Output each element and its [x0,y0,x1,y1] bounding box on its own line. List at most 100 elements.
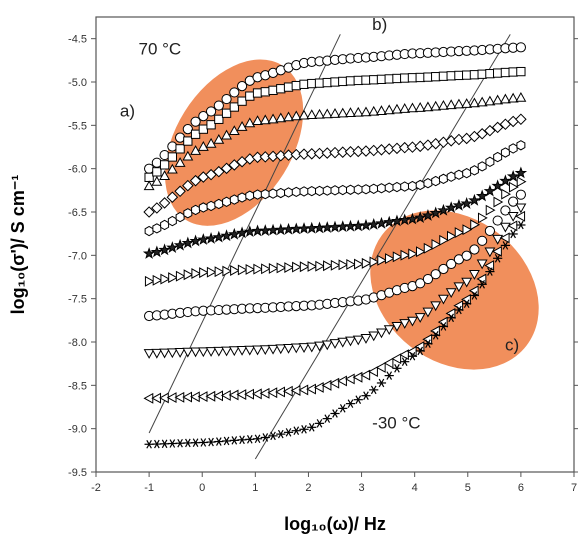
series-6-point [328,220,342,233]
y-tick-label: -6.0 [68,164,87,176]
series-9-point [345,336,356,347]
series-5-point [469,165,479,176]
series-9-point [306,342,318,353]
series-8-point [469,244,480,255]
series-11-point [477,280,487,289]
y-tick-label: -5.0 [68,77,87,89]
series-5-point [245,190,255,201]
series-4-point [460,132,473,145]
series-6-point [344,219,357,232]
series-5-point [446,171,456,182]
series-7-point [284,262,295,273]
series-9-point [461,277,473,288]
series-7-point [508,181,519,193]
series-3-point [422,101,434,112]
series-5-point [183,208,193,219]
series-2-point [454,70,464,81]
series-3-point [221,129,233,140]
series-3-point [321,108,333,119]
series-4-point [182,179,194,192]
x-tick-label: 6 [518,482,524,494]
series-2-point [493,68,503,78]
series-3-point [252,115,263,126]
series-9-point [499,222,511,233]
series-11-point [423,339,433,348]
series-6-point [142,247,156,259]
series-9-point [190,347,202,358]
series-6-point [499,174,512,187]
series-5-point [152,223,162,234]
series-10-point [143,392,154,404]
series-11-point [415,346,425,356]
series-6-point [220,229,233,242]
series-11-point [469,291,480,300]
series-2-point [376,74,387,84]
series-5-point [407,180,417,192]
series-11-point [361,391,371,400]
series-6-point [305,221,318,234]
series-9 [143,203,527,359]
series-2-point [477,69,487,79]
series-5-point [299,186,309,197]
series-6-point [413,211,427,224]
series-9-point [360,334,372,344]
series-4 [143,113,527,218]
series-6-point [197,233,210,245]
series-3-point [468,97,480,108]
series-5 [144,140,526,237]
series-7-point [392,251,403,263]
series-2 [144,66,526,182]
series-2-point [508,67,518,77]
series-7-point [144,275,155,287]
series-2-point [237,96,247,106]
series-5-point [485,156,495,168]
series-7-point [323,260,333,272]
series-7-point [292,261,302,273]
series-7-point [516,176,527,188]
series-2-point [345,76,356,86]
series-5-point [268,188,278,199]
series-10-point [298,384,309,396]
series-5-point [462,168,472,179]
series-7 [144,176,527,287]
y-tick-label: -7.0 [68,250,87,262]
series-6-point [158,243,171,256]
axis-ticks: -2 -1 0 1 2 3 4 5 6 7 -9.5 -9.0 -8.5 -8.0 -7.5 -7.0 -6.5… [68,34,578,494]
series-3-point [345,107,356,117]
series-3-point [166,163,178,174]
series-5-point [508,143,518,154]
series-9-point [213,346,225,357]
series-5-point [253,189,263,200]
x-tick-label: 0 [199,482,205,494]
series-2-point [291,80,301,91]
series-4-point [151,202,163,214]
series-5-point [376,183,386,194]
series-9-point [422,307,434,318]
series-1-point [236,81,248,92]
series-3-point [236,121,248,131]
series-3-point [507,92,519,103]
series-1-point [198,111,209,122]
series-2-point [338,76,348,87]
series-9-point [515,203,527,214]
series-9-point [337,337,349,348]
series-9-point [283,343,294,354]
series-9-point [275,344,287,355]
series-5-point [338,184,348,196]
series-3-point [259,114,271,125]
series-6-point [297,222,311,234]
series-9-point [143,349,155,359]
series-6-point [491,179,504,192]
series-11-point [500,241,510,250]
series-11-point [431,331,441,340]
series-2-point [152,167,162,177]
series-8-point [500,205,511,216]
series-3-point [190,145,202,155]
series-1 [144,42,526,174]
series-10-point [166,392,177,404]
y-tick-label: -7.5 [68,294,87,306]
series-3-point [499,93,511,104]
series-9-point [468,270,480,280]
series-3-point [174,157,186,167]
series-11-point [493,254,503,263]
